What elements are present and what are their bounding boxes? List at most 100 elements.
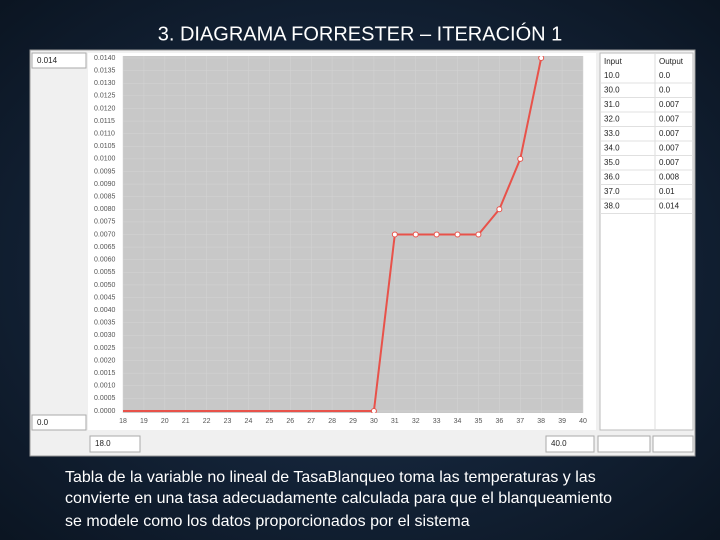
- table-cell: 0.007: [659, 158, 680, 167]
- y-tick-label: 0.0115: [94, 118, 115, 125]
- y-tick-label: 0.0110: [94, 130, 115, 137]
- x-tick-label: 38: [537, 418, 545, 425]
- data-point: [496, 206, 503, 213]
- x-tick-label: 18: [119, 418, 127, 425]
- table-cell: 0.007: [659, 100, 680, 109]
- y-tick-label: 0.0140: [94, 55, 116, 62]
- x-tick-label: 40: [579, 418, 587, 425]
- y-tick-label: 0.0015: [94, 370, 116, 377]
- y-min-value: 0.0: [37, 418, 49, 427]
- x-tick-label: 19: [140, 418, 148, 425]
- x-tick-label: 37: [516, 418, 524, 425]
- y-tick-label: 0.0060: [94, 257, 116, 264]
- table-cell: 10.0: [604, 71, 620, 80]
- table-cell: 0.014: [659, 202, 680, 211]
- data-point: [475, 231, 482, 238]
- y-tick-label: 0.0100: [94, 156, 116, 163]
- data-point: [412, 231, 419, 238]
- y-tick-label: 0.0005: [94, 395, 116, 402]
- x-tick-label: 39: [558, 418, 566, 425]
- y-tick-label: 0.0045: [94, 294, 116, 301]
- x-tick-label: 36: [495, 418, 503, 425]
- data-point: [517, 155, 524, 162]
- caption-line: se modele como los datos proporcionados …: [65, 513, 470, 530]
- data-point: [454, 231, 461, 238]
- table-cell: 38.0: [604, 202, 620, 211]
- y-tick-label: 0.0090: [94, 181, 116, 188]
- table-cell: 0.008: [659, 173, 680, 182]
- table-cell: 0.007: [659, 129, 680, 138]
- table-cell: 32.0: [604, 115, 620, 124]
- x-tick-label: 32: [412, 418, 420, 425]
- y-tick-label: 0.0095: [94, 168, 116, 175]
- y-tick-label: 0.0105: [94, 143, 116, 150]
- caption-line: Tabla de la variable no lineal de TasaBl…: [65, 469, 596, 486]
- x-tick-label: 35: [475, 418, 483, 425]
- y-max-field[interactable]: [31, 52, 87, 69]
- slide-title: 3. DIAGRAMA FORRESTER – ITERACIÓN 1: [158, 22, 563, 45]
- x-max-value: 40.0: [551, 439, 567, 448]
- y-tick-label: 0.0120: [94, 105, 116, 112]
- x-tick-label: 34: [454, 418, 462, 425]
- table-cell: 30.0: [604, 86, 620, 95]
- table-cell: 35.0: [604, 158, 620, 167]
- data-line: [123, 57, 543, 412]
- y-tick-label: 0.0050: [94, 282, 116, 289]
- y-tick-label: 0.0030: [94, 332, 116, 339]
- y-tick-label: 0.0085: [94, 194, 116, 201]
- y-max-value: 0.014: [37, 56, 58, 65]
- x-tick-label: 23: [224, 418, 232, 425]
- data-point: [370, 408, 377, 413]
- x-tick-label: 21: [182, 418, 190, 425]
- data-point: [433, 231, 440, 238]
- y-tick-label: 0.0025: [94, 345, 116, 352]
- y-tick-label: 0.0020: [94, 357, 116, 364]
- y-tick-label: 0.0130: [94, 80, 116, 87]
- y-tick-label: 0.0070: [94, 231, 116, 238]
- x-min-value: 18.0: [95, 439, 111, 448]
- table-header: Input: [604, 57, 623, 66]
- x-tick-label: 22: [203, 418, 211, 425]
- table-cell: 31.0: [604, 100, 620, 109]
- table-cell: 0.0: [659, 86, 671, 95]
- y-tick-label: 0.0010: [94, 383, 116, 390]
- table-cell: 0.01: [659, 187, 675, 196]
- x-tick-label: 25: [265, 418, 273, 425]
- x-tick-label: 33: [433, 418, 441, 425]
- y-tick-label: 0.0040: [94, 307, 116, 314]
- x-tick-label: 27: [307, 418, 315, 425]
- y-tick-label: 0.0080: [94, 206, 116, 213]
- y-tick-label: 0.0035: [94, 320, 116, 327]
- x-min-field[interactable]: [89, 435, 141, 453]
- y-tick-label: 0.0125: [94, 93, 116, 100]
- table-cell: 0.007: [659, 115, 680, 124]
- x-tick-label: 20: [161, 418, 169, 425]
- y-tick-label: 0.0075: [94, 219, 116, 226]
- output-field[interactable]: [652, 435, 694, 453]
- x-max-field[interactable]: [545, 435, 595, 453]
- table-cell: 36.0: [604, 173, 620, 182]
- data-point: [538, 56, 545, 61]
- lookup-table: [599, 52, 694, 431]
- y-tick-label: 0.0065: [94, 244, 116, 251]
- y-tick-label: 0.0135: [94, 67, 116, 74]
- plot-layer: [123, 56, 545, 413]
- table-cell: 37.0: [604, 187, 620, 196]
- input-field[interactable]: [597, 435, 651, 453]
- y-min-field[interactable]: [31, 414, 87, 431]
- x-tick-label: 28: [328, 418, 336, 425]
- x-tick-label: 30: [370, 418, 378, 425]
- table-header: Output: [659, 57, 684, 66]
- y-tick-label: 0.0000: [94, 408, 116, 415]
- caption-line: convierte en una tasa adecuadamente calc…: [65, 490, 612, 507]
- x-tick-label: 24: [245, 418, 253, 425]
- table-cell: 34.0: [604, 144, 620, 153]
- table-cell: 33.0: [604, 129, 620, 138]
- x-tick-label: 29: [349, 418, 357, 425]
- table-cell: 0.007: [659, 144, 680, 153]
- y-tick-label: 0.0055: [94, 269, 116, 276]
- data-point: [391, 231, 398, 238]
- table-cell: 0.0: [659, 71, 671, 80]
- x-tick-label: 26: [286, 418, 294, 425]
